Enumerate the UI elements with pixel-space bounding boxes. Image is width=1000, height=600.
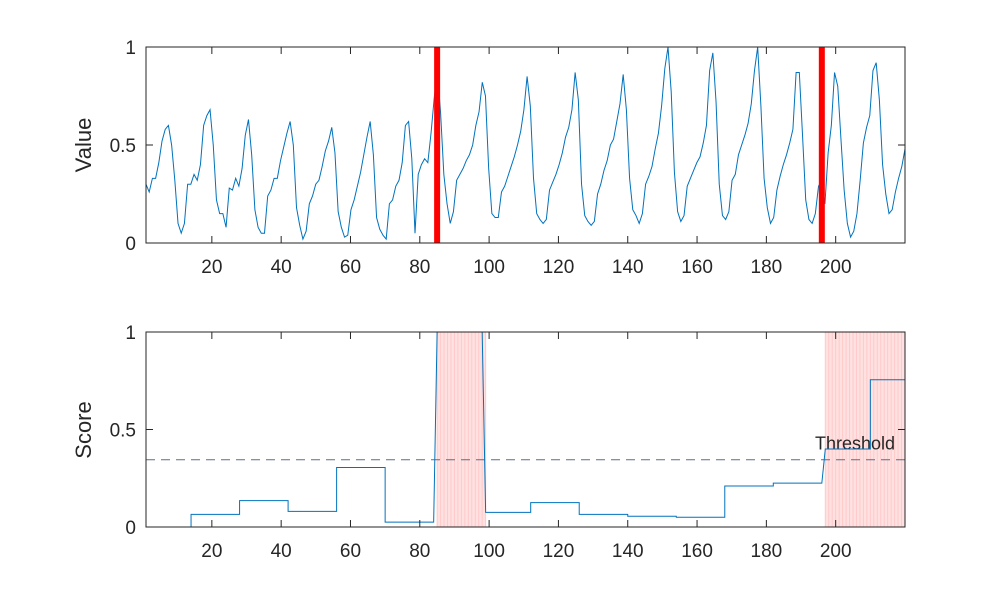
score-x-tick-label: 100: [473, 541, 505, 562]
score-x-tick-label: 60: [340, 541, 361, 562]
value-x-tick-label: 100: [473, 257, 505, 278]
score-x-tick-label: 40: [271, 541, 292, 562]
value-x-tick-label: 160: [681, 257, 713, 278]
score-y-tick-label: 0.5: [110, 421, 136, 442]
threshold-label: Threshold: [815, 434, 895, 454]
value-y-axis-label: Value: [71, 118, 96, 173]
score-y-axis-label: Score: [71, 401, 96, 458]
value-x-tick-label: 80: [409, 257, 430, 278]
score-y-tick-label: 0: [125, 518, 136, 539]
score-x-tick-label: 120: [543, 541, 575, 562]
value-plot: 20 40 60 80 100 120 140 160 180 200 0 0.5 1 Value: [71, 38, 906, 278]
value-y-tick-label: 0.5: [110, 136, 136, 157]
score-x-tick-label: 200: [820, 541, 852, 562]
value-x-tick-label: 180: [751, 257, 783, 278]
score-x-tick-label: 80: [409, 541, 430, 562]
value-x-tick-label: 20: [201, 257, 222, 278]
value-plot-area: [146, 47, 905, 243]
value-y-tick-label: 0: [125, 234, 136, 255]
score-plot-area: [146, 332, 905, 527]
score-x-tick-label: 20: [201, 541, 222, 562]
value-x-tick-label: 60: [340, 257, 361, 278]
value-x-tick-label: 200: [820, 257, 852, 278]
value-x-tick-label: 140: [612, 257, 644, 278]
score-x-tick-label: 160: [681, 541, 713, 562]
value-y-tick-label: 1: [125, 38, 136, 59]
anomaly-region: [825, 332, 905, 527]
score-series-line: [146, 331, 905, 528]
value-x-tick-label: 40: [271, 257, 292, 278]
value-series-line: [145, 46, 906, 241]
score-plot: Threshold 20 40 60 80 100 120 140 160 180 200 0 0.5…: [71, 323, 906, 562]
score-x-tick-label: 180: [751, 541, 783, 562]
value-x-tick-label: 120: [543, 257, 575, 278]
score-y-tick-label: 1: [125, 323, 136, 344]
score-x-tick-label: 140: [612, 541, 644, 562]
